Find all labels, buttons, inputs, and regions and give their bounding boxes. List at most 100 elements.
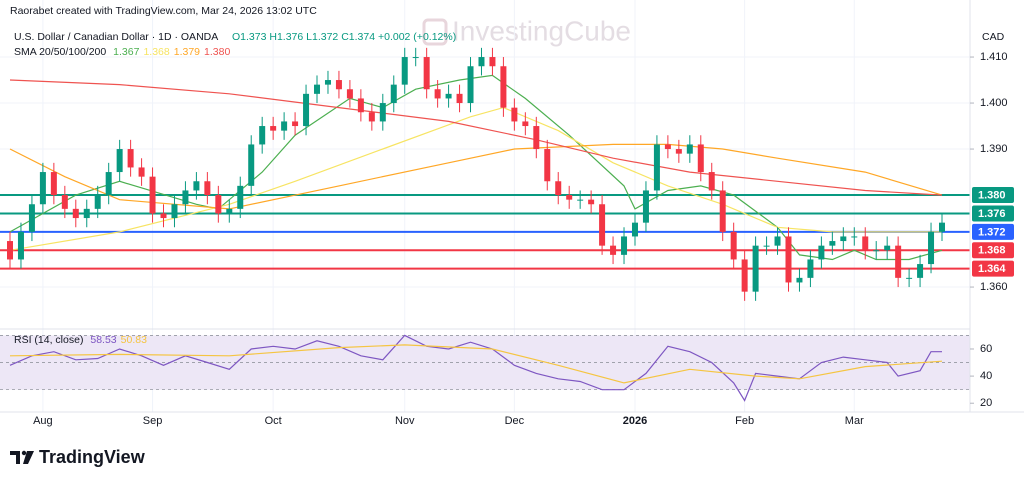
candle-body: [138, 167, 145, 177]
candle-body: [193, 181, 200, 191]
candle-body: [785, 236, 792, 283]
candle-body: [577, 199, 584, 201]
candle-body: [412, 57, 419, 59]
candle-body: [653, 144, 660, 191]
sma-line: [9, 74, 943, 261]
candle-body: [303, 93, 310, 127]
sma-legend-value: 1.367: [113, 46, 139, 58]
candle-body: [939, 222, 945, 232]
candle-body: [17, 231, 24, 260]
candle-body: [324, 80, 331, 85]
candle-body: [840, 236, 847, 242]
credit: Raorabet created with TradingView.com, M…: [10, 5, 317, 17]
candle-body: [94, 195, 101, 209]
candle-body: [7, 241, 13, 260]
x-tick-label: 2026: [623, 415, 647, 427]
level-label-box: [972, 187, 1014, 204]
candle-body: [917, 264, 924, 278]
rsi-label: RSI (14, close): [14, 334, 83, 346]
candle-body: [379, 103, 386, 122]
candle-body: [730, 231, 737, 260]
candle-body: [511, 107, 518, 122]
candle-body: [335, 80, 342, 90]
candle-body: [456, 93, 463, 104]
brand: TradingView: [39, 447, 146, 467]
level-label: 1.372: [978, 226, 1006, 238]
candle-body: [204, 181, 211, 196]
candle-body: [928, 231, 935, 265]
logo-part: [10, 451, 20, 464]
rsi-legend-value: 58.53: [90, 334, 116, 346]
candle-body: [686, 144, 693, 154]
watermark-logo: [422, 18, 448, 46]
candle-body: [697, 144, 704, 173]
candle-body: [292, 121, 299, 127]
candle-body: [270, 126, 277, 131]
candle-body: [72, 208, 79, 219]
rsi-tick-label: 60: [980, 343, 992, 355]
candle-body: [401, 57, 408, 85]
candle-body: [237, 185, 244, 209]
candle-body: [862, 236, 869, 251]
brand-logo: [10, 450, 34, 464]
level-label: 1.364: [978, 263, 1006, 275]
candle-body: [610, 245, 617, 255]
sma-line: [9, 143, 943, 210]
logo-part: [21, 450, 27, 456]
candle-body: [226, 208, 233, 214]
candle-body: [281, 121, 288, 131]
candle-body: [423, 57, 430, 90]
rsi-tick-label: 40: [980, 370, 992, 382]
rsi-tick-label: 20: [980, 397, 992, 409]
plot: [0, 0, 970, 412]
rsi-line: [9, 344, 943, 384]
y-tick-label: 1.360: [980, 281, 1008, 293]
candle-body: [489, 57, 496, 67]
level-label-box: [972, 242, 1014, 259]
candle-body: [796, 277, 803, 283]
x-tick-label: Dec: [505, 415, 525, 427]
level-label-box: [972, 205, 1014, 222]
candle-body: [127, 149, 134, 168]
candle-body: [259, 126, 266, 145]
candle-body: [105, 172, 112, 196]
candle-body: [544, 149, 551, 182]
candle-body: [182, 190, 189, 205]
candle-body: [39, 172, 46, 205]
candle-body: [346, 89, 353, 99]
rsi-legend: RSI (14, close) 58.53 50.83: [14, 334, 147, 346]
ohlc-change: +0.002 (+0.12%): [378, 31, 456, 43]
candle-body: [642, 190, 649, 223]
rsi-line: [9, 334, 942, 402]
candle-body: [675, 149, 682, 154]
x-tick-label: Feb: [735, 415, 754, 427]
candle-body: [390, 84, 397, 104]
candle-body: [807, 259, 814, 278]
candle-body: [368, 112, 375, 122]
candle-body: [50, 172, 57, 196]
candle-body: [906, 277, 913, 279]
ohlc-close: C1.374: [341, 31, 375, 43]
candle-body: [555, 181, 562, 196]
y-tick-label: 1.390: [980, 143, 1008, 155]
sma-legend: SMA 20/50/100/200 1.367 1.368 1.379 1.380: [14, 46, 230, 58]
candle-body: [719, 190, 726, 232]
x-tick-label: Aug: [33, 415, 53, 427]
candle-body: [884, 245, 891, 251]
candle-body: [708, 172, 715, 191]
candle-body: [774, 236, 781, 246]
candle-body: [478, 57, 485, 67]
candle-body: [83, 208, 90, 219]
candle-body: [752, 245, 759, 292]
candle-body: [851, 236, 858, 238]
level-label: 1.380: [978, 189, 1006, 201]
ohlc-low: L1.372: [306, 31, 338, 43]
level-label: 1.368: [978, 245, 1006, 257]
currency: CAD: [982, 31, 1005, 43]
candle-body: [664, 144, 671, 150]
candle-body: [500, 66, 507, 108]
candle-body: [588, 199, 595, 205]
symbol-legend: U.S. Dollar / Canadian Dollar · 1D · OAN…: [14, 31, 218, 43]
rsi-band: [0, 335, 970, 390]
